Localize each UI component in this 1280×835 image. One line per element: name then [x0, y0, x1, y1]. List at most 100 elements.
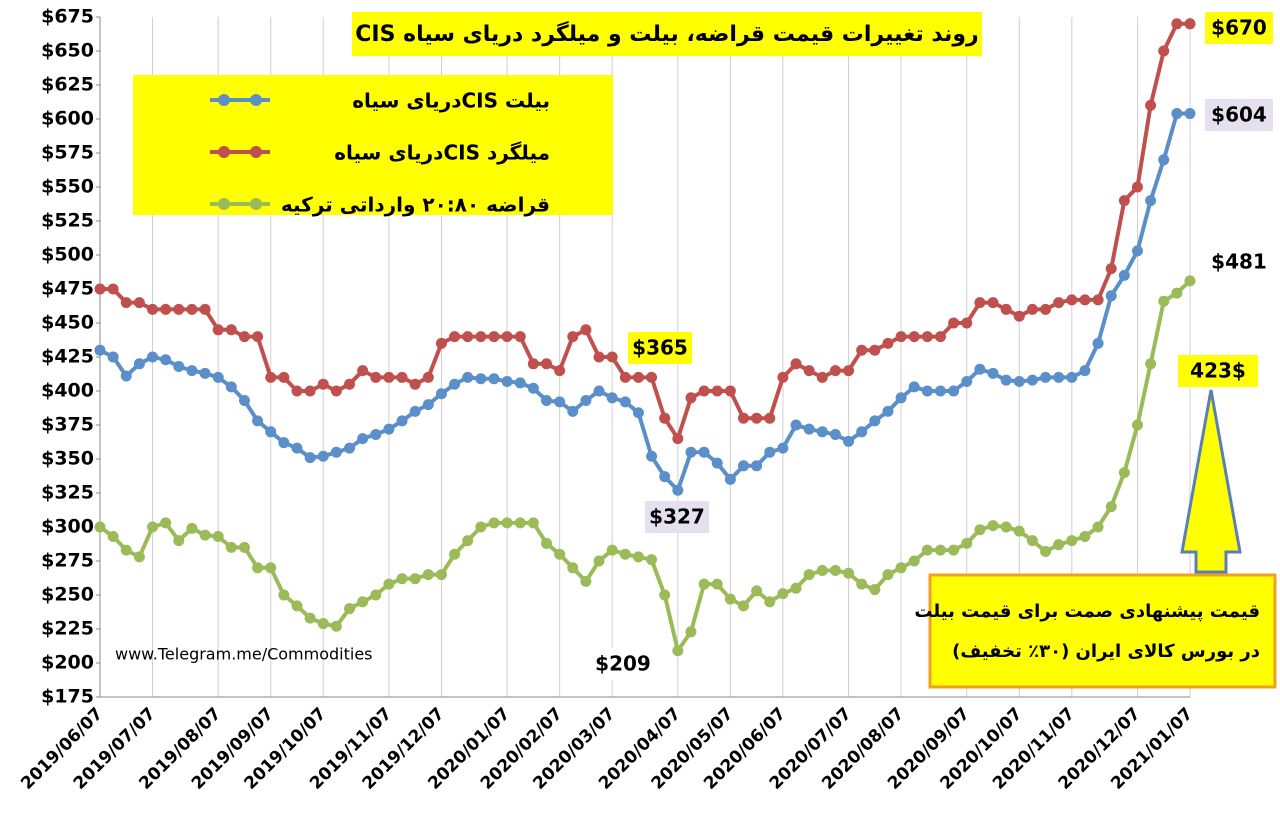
y-tick-label: $175 — [41, 686, 94, 708]
point — [816, 371, 828, 383]
point — [370, 429, 382, 441]
point — [396, 573, 408, 585]
point — [514, 331, 526, 343]
point — [737, 600, 749, 612]
point — [869, 344, 881, 356]
point — [659, 412, 671, 424]
legend-label: میلگرد CISدریای سیاه — [334, 141, 550, 165]
annotation: $365 — [632, 336, 688, 360]
point — [751, 460, 763, 472]
point — [816, 426, 828, 438]
point — [1118, 467, 1130, 479]
point — [685, 626, 697, 638]
point — [1131, 419, 1143, 431]
point — [278, 589, 290, 601]
point — [160, 517, 172, 529]
note-line: در بورس کالای ایران (۳۰٪ تخفیف) — [952, 641, 1260, 662]
point — [344, 378, 356, 390]
point — [501, 331, 513, 343]
y-tick-label: $600 — [41, 108, 94, 130]
point — [856, 344, 868, 356]
point — [974, 363, 986, 375]
plot: $670 $604 $481 $365 $327 $209 423$ — [94, 12, 1273, 680]
point — [107, 531, 119, 543]
point — [133, 358, 145, 370]
point — [396, 371, 408, 383]
point — [948, 385, 960, 397]
point — [672, 645, 684, 657]
annotation: $604 — [1211, 103, 1267, 127]
point — [724, 385, 736, 397]
legend-swatch — [250, 94, 262, 106]
point — [659, 471, 671, 483]
point — [829, 565, 841, 577]
point — [501, 517, 513, 529]
point — [829, 365, 841, 377]
point — [225, 541, 237, 553]
point — [317, 378, 329, 390]
point — [711, 578, 723, 590]
point — [449, 548, 461, 560]
point — [632, 407, 644, 419]
annotation: $670 — [1211, 16, 1267, 40]
point — [304, 452, 316, 464]
point — [1026, 303, 1038, 315]
point — [344, 442, 356, 454]
point — [238, 541, 250, 553]
point — [895, 562, 907, 574]
point — [856, 578, 868, 590]
y-tick-label: $325 — [41, 482, 94, 504]
legend-label: بیلت CISدریای سیاه — [352, 89, 550, 113]
point — [869, 415, 881, 427]
point — [199, 529, 211, 541]
point — [672, 484, 684, 496]
title-box — [352, 12, 982, 56]
point — [147, 351, 159, 363]
point — [1171, 108, 1183, 120]
point — [843, 435, 855, 447]
point — [370, 589, 382, 601]
point — [238, 331, 250, 343]
legend-swatch — [250, 146, 262, 158]
point — [790, 358, 802, 370]
point — [422, 399, 434, 411]
point — [120, 297, 132, 309]
point — [541, 395, 553, 407]
point — [291, 600, 303, 612]
y-tick-label: $625 — [41, 74, 94, 96]
annotation-box — [1205, 99, 1273, 131]
note-box — [928, 573, 1277, 689]
point — [1145, 99, 1157, 111]
point — [1158, 45, 1170, 57]
point — [672, 433, 684, 445]
point — [1145, 358, 1157, 370]
point — [790, 419, 802, 431]
point — [987, 297, 999, 309]
legend-entries: بیلت CISدریای سیاه میلگرد CISدریای سیاه قر… — [210, 89, 550, 217]
point — [278, 371, 290, 383]
point — [934, 385, 946, 397]
point — [632, 551, 644, 563]
point — [1105, 501, 1117, 513]
point — [646, 371, 658, 383]
point — [514, 377, 526, 389]
point — [567, 562, 579, 574]
point — [921, 544, 933, 556]
note-line: قیمت پیشنهادی صمت برای قیمت بیلت — [914, 601, 1260, 622]
point — [934, 331, 946, 343]
point — [357, 596, 369, 608]
y-tick-label: $525 — [41, 210, 94, 232]
point — [593, 385, 605, 397]
point — [422, 569, 434, 581]
y-tick-label: $650 — [41, 40, 94, 62]
point — [856, 426, 868, 438]
point — [94, 521, 106, 533]
point — [606, 544, 618, 556]
point — [869, 584, 881, 596]
point — [711, 385, 723, 397]
point — [843, 567, 855, 579]
point — [173, 361, 185, 373]
point — [1079, 294, 1091, 306]
point — [895, 392, 907, 404]
annotation: 423$ — [1190, 359, 1246, 383]
